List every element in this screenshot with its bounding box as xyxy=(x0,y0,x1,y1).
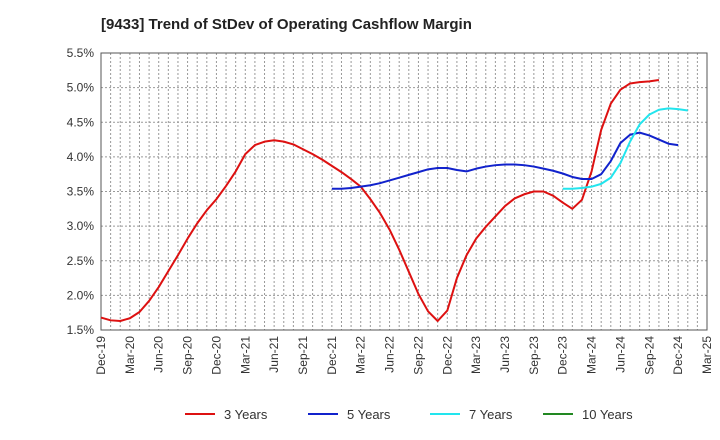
x-tick-label: Sep-20 xyxy=(181,336,195,375)
x-tick-label: Dec-24 xyxy=(671,336,685,375)
y-tick-label: 3.5% xyxy=(67,185,95,199)
x-tick-label: Mar-22 xyxy=(354,336,368,374)
y-tick-label: 5.5% xyxy=(67,46,95,60)
x-tick-label: Mar-21 xyxy=(238,336,252,374)
x-tick-label: Jun-20 xyxy=(152,336,166,373)
x-tick-label: Sep-24 xyxy=(642,336,656,375)
series-line-3-years xyxy=(100,79,660,322)
plot-frame xyxy=(100,52,708,331)
legend-label: 3 Years xyxy=(224,407,268,422)
x-tick-label: Mar-25 xyxy=(700,336,714,374)
legend-label: 5 Years xyxy=(347,407,391,422)
x-tick-label: Sep-21 xyxy=(296,336,310,375)
x-tick-label: Dec-21 xyxy=(325,336,339,375)
x-tick-label: Dec-20 xyxy=(209,336,223,375)
x-tick-label: Sep-23 xyxy=(527,336,541,375)
legend-label: 7 Years xyxy=(469,407,513,422)
y-tick-label: 3.0% xyxy=(67,219,95,233)
chart-title: [9433] Trend of StDev of Operating Cashf… xyxy=(101,16,472,33)
x-tick-label: Dec-23 xyxy=(556,336,570,375)
x-tick-label: Jun-22 xyxy=(383,336,397,373)
y-tick-label: 5.0% xyxy=(67,81,95,95)
y-tick-label: 4.5% xyxy=(67,115,95,129)
x-tick-label: Mar-24 xyxy=(585,336,599,374)
y-tick-label: 4.0% xyxy=(67,150,95,164)
plot-area: 1.5% 2.0% 2.5% 3.0% 3.5% 4.0% 4.5% 5.0% 5.5% Dec-… xyxy=(67,46,714,375)
x-tick-label: Mar-23 xyxy=(469,336,483,374)
x-tick-label: Sep-22 xyxy=(411,336,425,375)
x-tick-label: Dec-19 xyxy=(94,336,108,375)
series-line-7-years xyxy=(562,107,688,190)
series-line-5-years xyxy=(331,131,679,190)
x-tick-label: Mar-20 xyxy=(123,336,137,374)
y-tick-label: 1.5% xyxy=(67,323,95,337)
x-tick-label: Jun-24 xyxy=(613,336,627,373)
y-tick-label: 2.5% xyxy=(67,254,95,268)
x-tick-label: Jun-21 xyxy=(267,336,281,373)
legend-label: 10 Years xyxy=(582,407,633,422)
y-tick-label: 2.0% xyxy=(67,288,95,302)
x-tick-label: Dec-22 xyxy=(440,336,454,375)
x-tick-label: Jun-23 xyxy=(498,336,512,373)
legend: 3 Years 5 Years 7 Years 10 Years xyxy=(185,407,633,422)
